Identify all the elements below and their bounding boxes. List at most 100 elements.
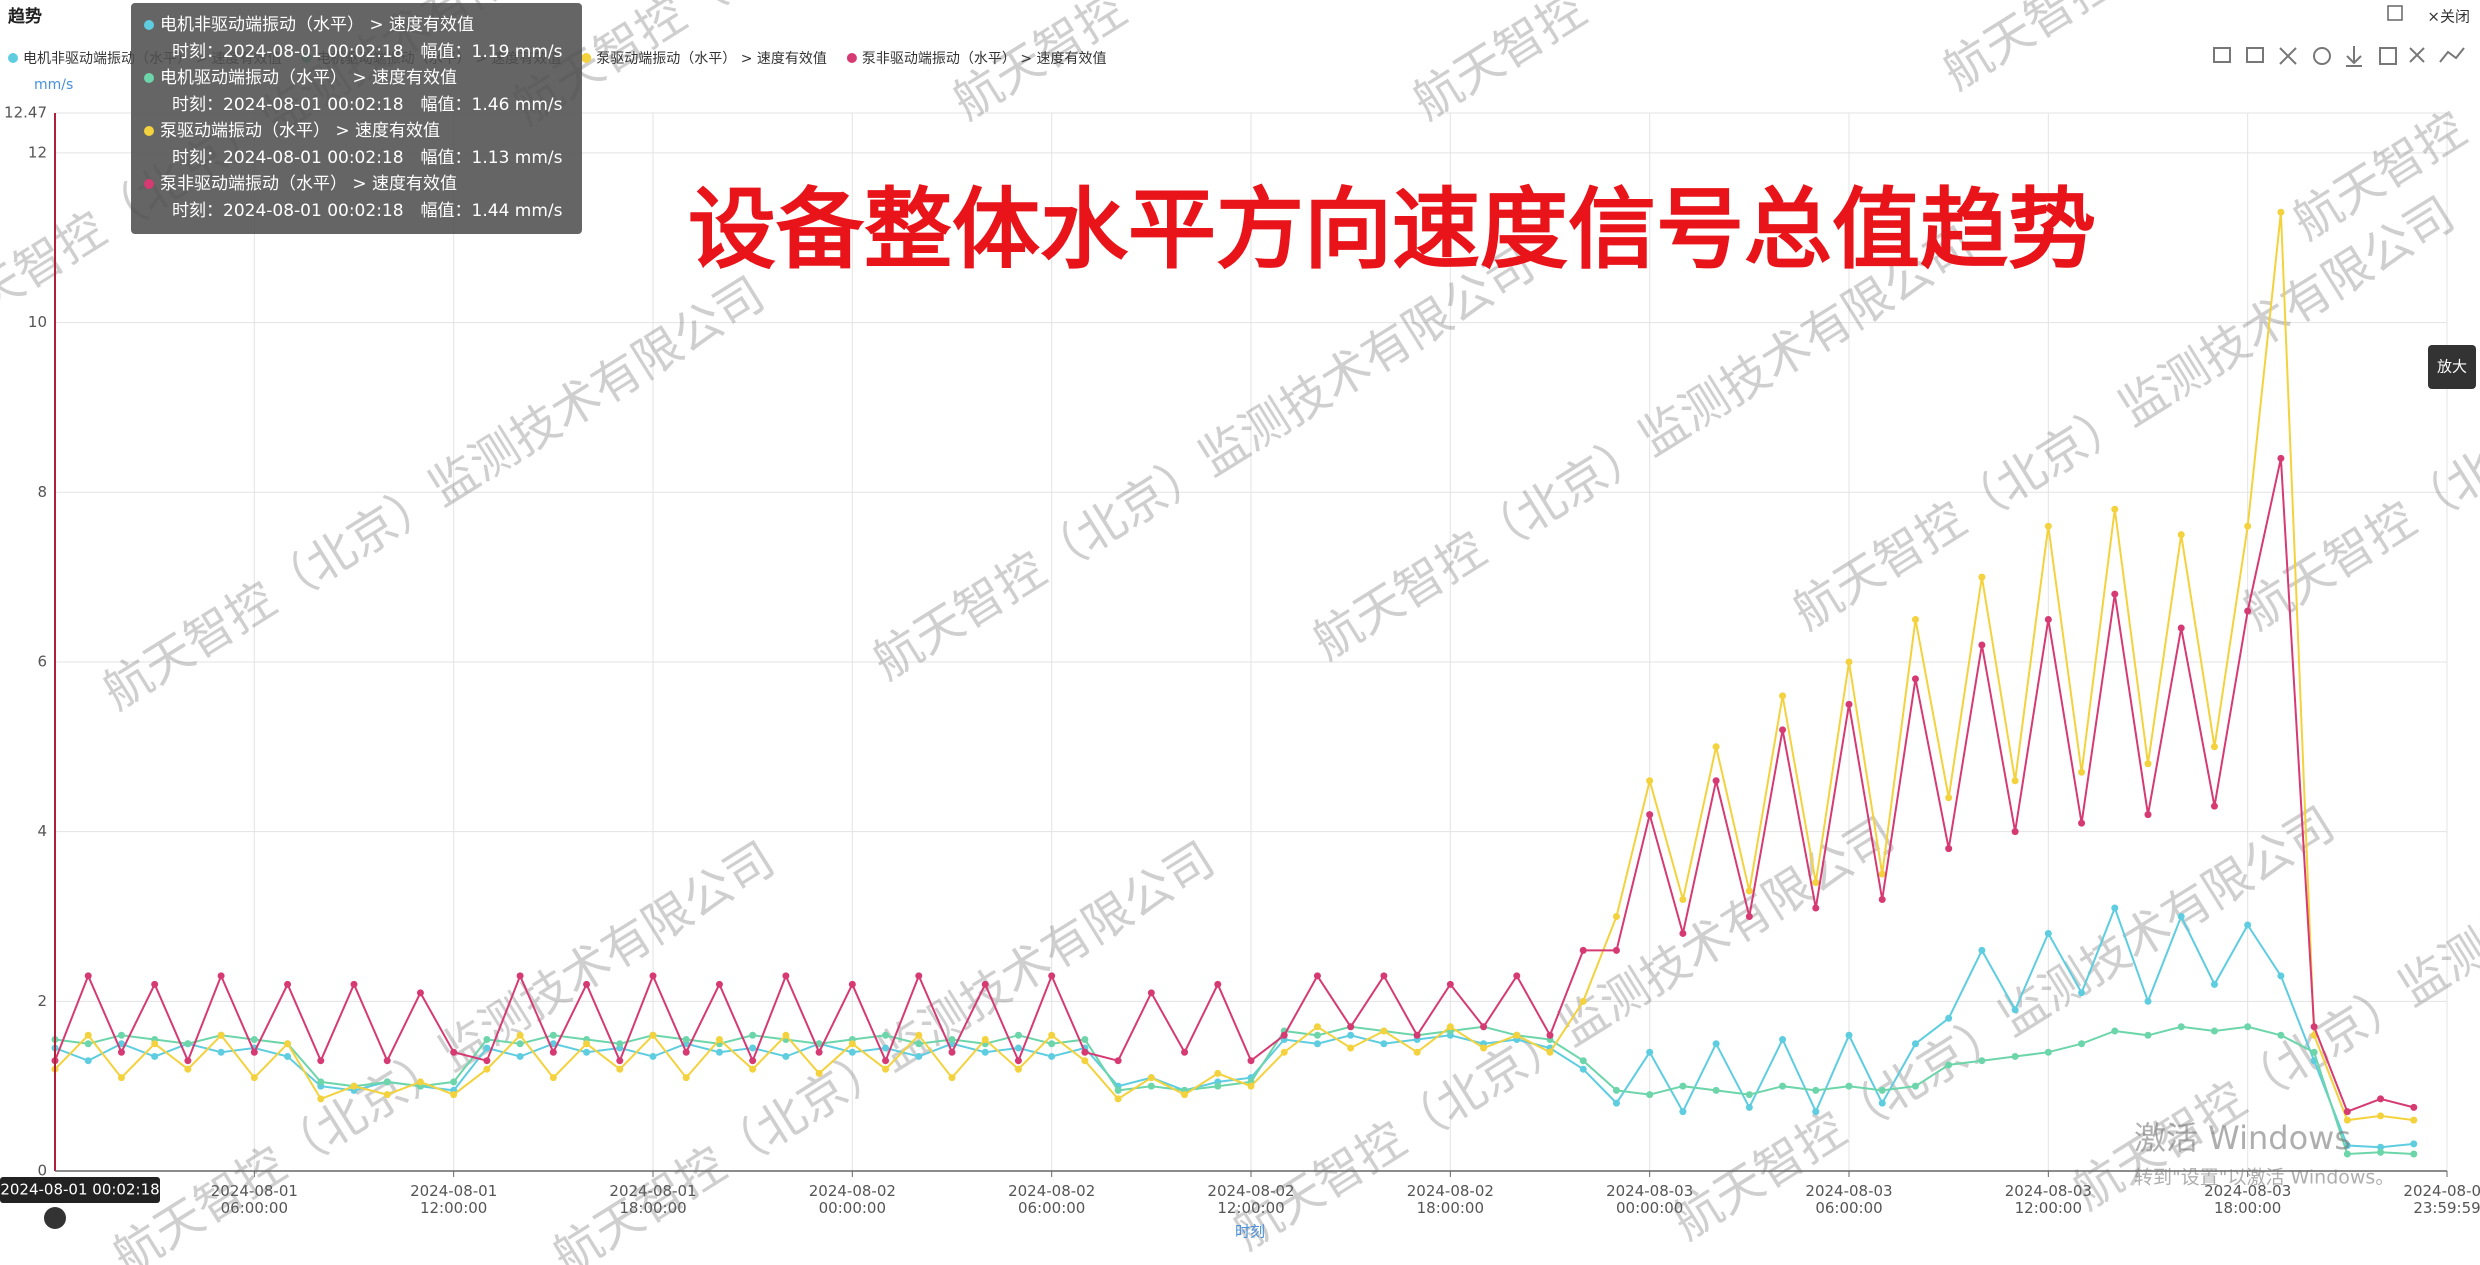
data-point	[317, 1095, 325, 1103]
data-point	[284, 1052, 292, 1060]
data-point	[2011, 1052, 2019, 1060]
data-point	[1779, 1082, 1787, 1090]
data-point	[184, 1057, 192, 1065]
data-point	[2377, 1095, 2385, 1103]
data-point	[2210, 980, 2218, 988]
data-point	[1048, 972, 1056, 980]
data-point	[483, 1065, 491, 1073]
legend-marker	[846, 53, 857, 63]
x-tick-label: 2024-08-02 06:00:00	[1008, 1182, 1095, 1217]
data-point	[1247, 1057, 1255, 1065]
save-icon[interactable]	[2346, 46, 2362, 67]
data-point	[882, 1065, 890, 1073]
data-point	[1579, 997, 1587, 1005]
brush-icon[interactable]	[2409, 47, 2425, 63]
data-point	[2210, 743, 2218, 751]
tooltip-marker	[144, 20, 154, 30]
data-point	[1812, 904, 1820, 912]
data-point	[483, 1057, 491, 1065]
data-point	[2144, 811, 2152, 819]
tooltip-marker	[144, 179, 154, 189]
data-point	[2177, 912, 2185, 920]
plot	[51, 208, 2418, 1158]
data-point	[117, 1031, 125, 1039]
data-point	[1911, 1040, 1919, 1048]
y-tick-label: 12.47	[4, 104, 47, 122]
data-point	[84, 1031, 92, 1039]
data-point	[2410, 1150, 2418, 1158]
tooltip-name: 电机驱动端振动（水平） > 速度有效值	[160, 68, 457, 88]
data-point	[1679, 1082, 1687, 1090]
data-point	[1446, 1023, 1454, 1031]
data-point	[549, 1040, 557, 1048]
data-point	[1646, 811, 1654, 819]
restore-icon[interactable]	[2387, 5, 2403, 21]
legend-label: 泵驱动端振动（水平） > 速度有效值	[596, 51, 827, 67]
data-point	[2377, 1112, 2385, 1120]
data-point	[948, 1048, 956, 1056]
data-point	[715, 1048, 723, 1056]
y-unit: mm/s	[34, 77, 73, 93]
data-point	[1745, 887, 1753, 895]
data-point	[1745, 1103, 1753, 1111]
data-point	[1247, 1082, 1255, 1090]
data-point	[981, 1048, 989, 1056]
data-point	[1546, 1031, 1554, 1039]
data-point	[1612, 912, 1620, 920]
data-point	[1679, 929, 1687, 937]
data-point	[1347, 1044, 1355, 1052]
data-point	[1978, 573, 1986, 581]
data-point	[2144, 1031, 2152, 1039]
data-point	[1712, 743, 1720, 751]
x-tick-label: 2024-08-01 18:00:00	[609, 1182, 696, 1217]
x-tick-label: 2024-08-03 00:00:00	[1606, 1182, 1693, 1217]
data-point	[1313, 972, 1321, 980]
y-tick-label: 12	[28, 143, 47, 161]
data-point	[1114, 1057, 1122, 1065]
data-point	[848, 1040, 856, 1048]
data-point	[1014, 1065, 1022, 1073]
data-point	[1812, 1086, 1820, 1094]
x-tick-label: 2024-08-02 00:00:00	[809, 1182, 896, 1217]
data-point	[815, 1048, 823, 1056]
data-point	[1779, 726, 1787, 734]
close-button[interactable]: ×关闭	[2427, 8, 2470, 26]
data-point	[1048, 1040, 1056, 1048]
zoom-icon[interactable]	[2213, 47, 2231, 63]
data-point	[84, 1040, 92, 1048]
data-point	[1612, 1099, 1620, 1107]
data-point	[1945, 1061, 1953, 1069]
data-view-icon[interactable]	[2379, 47, 2397, 65]
data-point	[2011, 828, 2019, 836]
data-point	[383, 1078, 391, 1086]
data-point	[1413, 1031, 1421, 1039]
pointer-handle[interactable]	[44, 1207, 66, 1229]
restore-chart-icon[interactable]	[2313, 47, 2331, 65]
data-point	[1612, 946, 1620, 954]
cut-icon[interactable]	[2279, 47, 2297, 65]
data-point	[749, 1031, 757, 1039]
data-point	[2277, 1031, 2285, 1039]
data-point	[184, 1040, 192, 1048]
data-point	[1712, 777, 1720, 785]
data-point	[848, 1048, 856, 1056]
chart-title: 设备整体水平方向速度信号总值趋势	[688, 177, 2096, 281]
data-point	[1446, 980, 1454, 988]
data-point	[1313, 1040, 1321, 1048]
zoom-button-label[interactable]: 放大	[2437, 358, 2467, 376]
data-point	[715, 980, 723, 988]
x-axis-label: 时刻	[1235, 1223, 1265, 1241]
data-point	[981, 980, 989, 988]
line-icon[interactable]	[2439, 47, 2465, 63]
data-point	[2078, 1040, 2086, 1048]
data-point	[1181, 1091, 1189, 1099]
data-point	[1313, 1031, 1321, 1039]
data-point	[1313, 1023, 1321, 1031]
data-point	[1579, 1057, 1587, 1065]
zoom-reset-icon[interactable]	[2246, 47, 2264, 63]
data-point	[749, 1065, 757, 1073]
zoom-button[interactable]	[2428, 345, 2476, 389]
data-point	[2078, 819, 2086, 827]
data-point	[1679, 1108, 1687, 1116]
data-point	[915, 1040, 923, 1048]
